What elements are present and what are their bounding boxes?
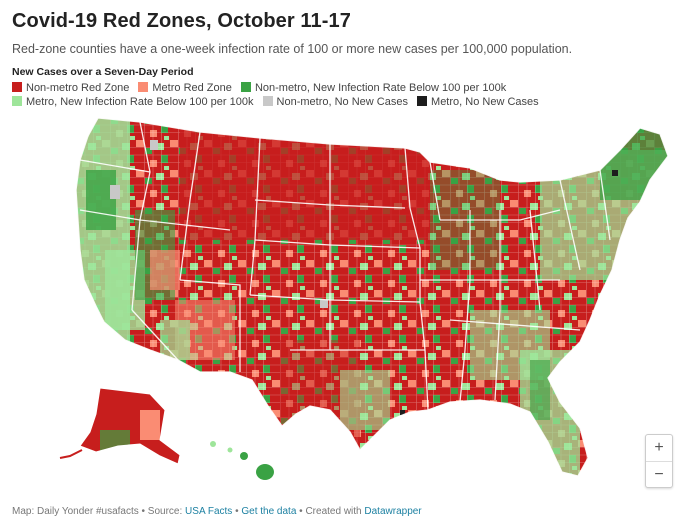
- legend-label: Metro Red Zone: [152, 82, 232, 94]
- legend-item-metro-none: Metro, No New Cases: [417, 95, 539, 109]
- footer-sep: • Created with: [296, 506, 365, 517]
- legend-heading: New Cases over a Seven-Day Period: [12, 66, 194, 78]
- zoom-controls: + −: [645, 434, 673, 488]
- legend-swatch: [417, 96, 428, 106]
- datawrapper-link[interactable]: Datawrapper: [364, 506, 422, 517]
- legend-item-nonmetro-green: Non-metro, New Infection Rate Below 100 …: [240, 81, 507, 95]
- legend-swatch: [12, 82, 22, 92]
- legend-swatch: [138, 82, 149, 92]
- source-link[interactable]: USA Facts: [185, 506, 233, 517]
- legend-swatch: [240, 82, 251, 92]
- legend-item-nonmetro-red: Non-metro Red Zone: [12, 81, 129, 95]
- map-svg: [59, 117, 669, 480]
- legend-item-metro-green: Metro, New Infection Rate Below 100 per …: [12, 95, 253, 109]
- hawaii: [210, 441, 274, 480]
- footer-credits: Map: Daily Yonder #usafacts • Source: US…: [12, 506, 422, 517]
- zoom-in-button[interactable]: +: [654, 439, 664, 456]
- legend-swatch: [262, 96, 273, 106]
- zoom-out-button[interactable]: −: [646, 461, 672, 487]
- us-county-map[interactable]: [0, 110, 699, 500]
- legend-label: Non-metro, New Infection Rate Below 100 …: [254, 82, 507, 94]
- legend-label: Metro, New Infection Rate Below 100 per …: [26, 96, 254, 108]
- footer-sep: •: [232, 506, 242, 517]
- page-subtitle: Red-zone counties have a one-week infect…: [12, 42, 573, 56]
- legend-label: Non-metro, No New Cases: [276, 96, 408, 108]
- legend-label: Metro, No New Cases: [431, 96, 539, 108]
- page-title: Covid-19 Red Zones, October 11-17: [12, 10, 351, 32]
- legend-item-metro-red: Metro Red Zone: [138, 81, 232, 95]
- alaska: [80, 388, 180, 464]
- legend-label: Non-metro Red Zone: [26, 82, 130, 94]
- state-borders: [75, 117, 669, 477]
- legend: Non-metro Red Zone Metro Red Zone Non-me…: [12, 81, 672, 109]
- legend-swatch: [12, 96, 22, 106]
- footer-prefix: Map: Daily Yonder #usafacts • Source:: [12, 506, 186, 517]
- get-data-link[interactable]: Get the data: [241, 506, 297, 517]
- legend-item-nonmetro-none: Non-metro, No New Cases: [262, 95, 408, 109]
